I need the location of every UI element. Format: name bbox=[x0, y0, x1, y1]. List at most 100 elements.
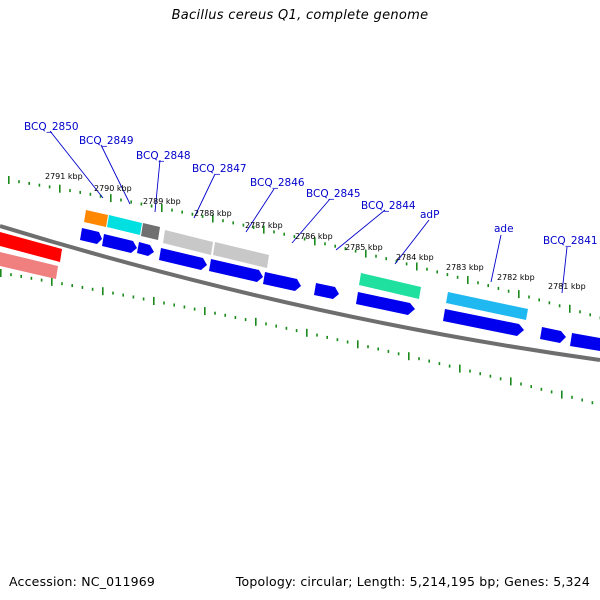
minor-tick bbox=[273, 230, 275, 234]
minor-tick bbox=[497, 286, 500, 290]
minor-tick bbox=[234, 316, 237, 319]
major-tick bbox=[8, 176, 10, 184]
cds-arrow[interactable] bbox=[102, 234, 137, 253]
label-leader-lines bbox=[49, 130, 568, 294]
tick-label: 2788 kbp bbox=[194, 209, 232, 218]
minor-tick bbox=[530, 385, 532, 389]
gene-label[interactable]: BCQ_2841 bbox=[543, 235, 598, 247]
minor-tick bbox=[303, 237, 306, 241]
light-gray-feature[interactable] bbox=[163, 230, 213, 255]
major-tick bbox=[102, 287, 104, 296]
major-tick bbox=[314, 237, 316, 246]
major-tick bbox=[569, 304, 571, 313]
tick-label: 2781 kbp bbox=[548, 282, 586, 291]
minor-tick bbox=[120, 198, 122, 202]
gene-label[interactable]: adP bbox=[420, 209, 439, 221]
cds-arrow[interactable] bbox=[159, 248, 207, 270]
major-tick bbox=[306, 328, 308, 337]
minor-tick bbox=[479, 372, 481, 376]
minor-tick bbox=[326, 335, 328, 339]
minor-tick bbox=[395, 259, 398, 263]
minor-tick bbox=[385, 257, 387, 261]
tick-label: 2791 kbp bbox=[45, 172, 83, 181]
minor-tick bbox=[428, 359, 430, 363]
dark-gray-feature[interactable] bbox=[141, 223, 160, 240]
cds-arrow[interactable] bbox=[570, 333, 600, 351]
gene-label[interactable]: BCQ_2850 bbox=[24, 121, 79, 133]
cds-arrow[interactable] bbox=[209, 259, 263, 282]
gene-label[interactable]: BCQ_2847 bbox=[192, 163, 247, 175]
tick-label: 2782 kbp bbox=[497, 273, 535, 282]
minor-tick bbox=[191, 212, 194, 216]
minor-tick bbox=[171, 208, 173, 212]
minor-tick bbox=[405, 262, 408, 266]
major-tick bbox=[467, 276, 469, 284]
minor-tick bbox=[265, 322, 267, 326]
major-tick bbox=[59, 184, 61, 193]
gene-label[interactable]: ade bbox=[494, 223, 514, 235]
minor-tick bbox=[499, 377, 502, 381]
tick-label: 2783 kbp bbox=[446, 263, 484, 272]
gene-label[interactable]: BCQ_2844 bbox=[361, 200, 416, 212]
gene-label[interactable]: BCQ_2845 bbox=[306, 188, 361, 200]
leader-line bbox=[154, 159, 161, 213]
orange-feature[interactable] bbox=[84, 210, 108, 227]
gene-label[interactable]: BCQ_2846 bbox=[250, 177, 305, 189]
minor-tick bbox=[354, 249, 357, 253]
major-tick bbox=[459, 364, 461, 373]
cds-arrow[interactable] bbox=[80, 228, 102, 244]
cds-arrow[interactable] bbox=[263, 272, 301, 291]
major-tick bbox=[204, 307, 206, 316]
light-gray-feature[interactable] bbox=[213, 242, 269, 268]
minor-tick bbox=[446, 273, 449, 277]
major-tick bbox=[51, 277, 53, 286]
cyan-feature[interactable] bbox=[107, 215, 142, 235]
teal-feature[interactable] bbox=[359, 273, 421, 299]
minor-tick bbox=[69, 189, 71, 193]
major-tick bbox=[408, 352, 410, 361]
minor-tick bbox=[418, 357, 420, 361]
leader-line bbox=[245, 188, 275, 233]
red-feature[interactable] bbox=[0, 232, 62, 262]
minor-tick bbox=[79, 190, 81, 194]
position-tick-labels: 2791 kbp 2790 kbp 2789 kbp 2788 kbp 2787… bbox=[45, 172, 586, 291]
cds-arrow[interactable] bbox=[314, 283, 339, 299]
gene-labels: BCQ_2850 BCQ_2849 BCQ_2848 BCQ_2847 BCQ_… bbox=[24, 121, 598, 247]
minor-tick bbox=[334, 244, 336, 248]
minor-tick bbox=[201, 214, 204, 218]
cds-arrow[interactable] bbox=[356, 292, 415, 315]
minor-tick bbox=[142, 297, 145, 301]
minor-tick bbox=[130, 200, 132, 204]
map-title: Bacillus cereus Q1, complete genome bbox=[171, 8, 429, 23]
minor-tick bbox=[20, 275, 22, 278]
minor-tick bbox=[48, 185, 51, 189]
pink-feature[interactable] bbox=[0, 252, 58, 279]
minor-tick bbox=[91, 287, 94, 291]
minor-tick bbox=[579, 310, 581, 314]
cds-arrow[interactable] bbox=[443, 309, 524, 336]
major-tick bbox=[0, 269, 2, 277]
major-tick bbox=[357, 340, 359, 349]
minor-tick bbox=[558, 304, 561, 308]
sky-feature[interactable] bbox=[446, 292, 528, 320]
minor-tick bbox=[316, 333, 318, 337]
minor-tick bbox=[436, 270, 438, 274]
gene-label[interactable]: BCQ_2848 bbox=[136, 150, 191, 162]
outer-tick-ring bbox=[8, 176, 600, 320]
minor-tick bbox=[507, 289, 510, 293]
minor-tick bbox=[344, 247, 347, 251]
minor-tick bbox=[456, 275, 459, 279]
gene-label[interactable]: BCQ_2849 bbox=[79, 135, 134, 147]
leader-line bbox=[561, 246, 568, 294]
minor-tick bbox=[140, 202, 143, 206]
minor-tick bbox=[99, 194, 102, 198]
major-tick bbox=[510, 377, 512, 386]
cds-arrow[interactable] bbox=[137, 242, 154, 256]
minor-tick bbox=[346, 340, 349, 344]
minor-tick bbox=[375, 254, 377, 258]
cds-arrow[interactable] bbox=[540, 327, 566, 343]
minor-tick bbox=[275, 324, 277, 328]
minor-tick bbox=[487, 284, 489, 288]
minor-tick bbox=[324, 242, 326, 246]
